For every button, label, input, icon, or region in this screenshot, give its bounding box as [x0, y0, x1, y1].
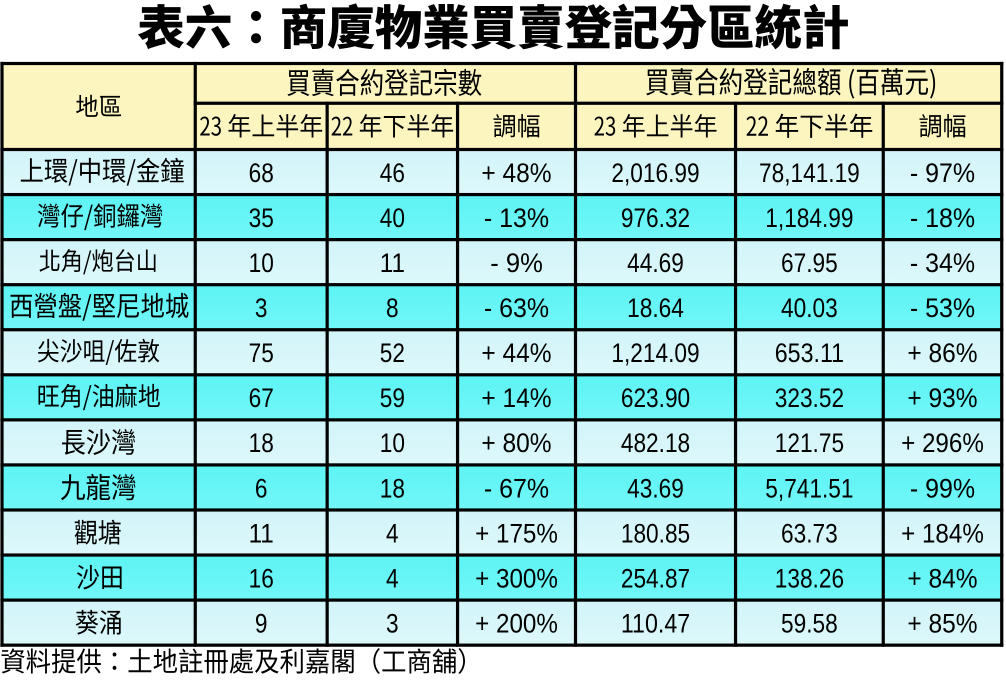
svg-text:3: 3: [255, 293, 268, 323]
svg-text:121.75: 121.75: [775, 428, 844, 458]
svg-text:- 53%: - 53%: [910, 293, 975, 323]
svg-text:44.69: 44.69: [627, 248, 684, 278]
svg-text:+ 44%: + 44%: [481, 338, 551, 368]
svg-text:+ 48%: + 48%: [481, 158, 551, 188]
svg-text:8: 8: [386, 293, 399, 323]
svg-text:68: 68: [249, 158, 274, 188]
svg-text:16: 16: [249, 563, 274, 593]
svg-text:43.69: 43.69: [627, 473, 684, 503]
svg-text:- 67%: - 67%: [484, 473, 549, 503]
svg-text:52: 52: [380, 338, 405, 368]
svg-text:78,141.19: 78,141.19: [759, 158, 860, 188]
svg-text:6: 6: [255, 473, 268, 503]
svg-text:40: 40: [380, 203, 405, 233]
svg-text:+ 84%: + 84%: [907, 563, 977, 593]
svg-text:- 13%: - 13%: [484, 203, 549, 233]
svg-text:10: 10: [249, 248, 274, 278]
svg-text:10: 10: [380, 428, 405, 458]
svg-text:623.90: 623.90: [621, 383, 690, 413]
svg-text:59.58: 59.58: [781, 608, 838, 638]
svg-text:- 34%: - 34%: [910, 248, 975, 278]
svg-text:75: 75: [249, 338, 274, 368]
svg-text:323.52: 323.52: [775, 383, 844, 413]
svg-text:46: 46: [380, 158, 405, 188]
svg-text:+ 85%: + 85%: [907, 608, 977, 638]
svg-text:- 99%: - 99%: [910, 473, 975, 503]
svg-text:+ 300%: + 300%: [475, 563, 558, 593]
svg-text:- 97%: - 97%: [910, 158, 975, 188]
svg-text:110.47: 110.47: [621, 608, 690, 638]
svg-text:138.26: 138.26: [775, 563, 844, 593]
svg-text:+ 175%: + 175%: [475, 518, 558, 548]
svg-text:653.11: 653.11: [775, 338, 844, 368]
svg-text:18.64: 18.64: [627, 293, 684, 323]
svg-text:59: 59: [380, 383, 405, 413]
svg-text:1,184.99: 1,184.99: [765, 203, 853, 233]
svg-text:67.95: 67.95: [781, 248, 838, 278]
svg-text:+ 184%: + 184%: [901, 518, 984, 548]
svg-text:- 9%: - 9%: [490, 248, 543, 278]
svg-text:67: 67: [249, 383, 274, 413]
svg-text:254.87: 254.87: [621, 563, 690, 593]
svg-text:- 18%: - 18%: [910, 203, 975, 233]
svg-text:+ 200%: + 200%: [475, 608, 558, 638]
svg-text:976.32: 976.32: [621, 203, 690, 233]
svg-text:4: 4: [386, 518, 399, 548]
svg-text:+ 86%: + 86%: [907, 338, 977, 368]
svg-text:4: 4: [386, 563, 399, 593]
svg-text:+ 80%: + 80%: [481, 428, 551, 458]
svg-text:1,214.09: 1,214.09: [611, 338, 699, 368]
svg-text:482.18: 482.18: [621, 428, 690, 458]
svg-text:18: 18: [380, 473, 405, 503]
svg-text:11: 11: [380, 248, 405, 278]
svg-text:18: 18: [249, 428, 274, 458]
svg-text:11: 11: [249, 518, 274, 548]
svg-text:+ 93%: + 93%: [907, 383, 977, 413]
svg-text:35: 35: [249, 203, 274, 233]
svg-text:40.03: 40.03: [781, 293, 838, 323]
svg-text:+ 296%: + 296%: [901, 428, 984, 458]
svg-text:5,741.51: 5,741.51: [765, 473, 853, 503]
svg-text:9: 9: [255, 608, 268, 638]
svg-text:- 63%: - 63%: [484, 293, 549, 323]
svg-text:180.85: 180.85: [621, 518, 690, 548]
svg-text:2,016.99: 2,016.99: [611, 158, 699, 188]
svg-text:+ 14%: + 14%: [481, 383, 551, 413]
svg-text:3: 3: [386, 608, 399, 638]
svg-text:63.73: 63.73: [781, 518, 838, 548]
